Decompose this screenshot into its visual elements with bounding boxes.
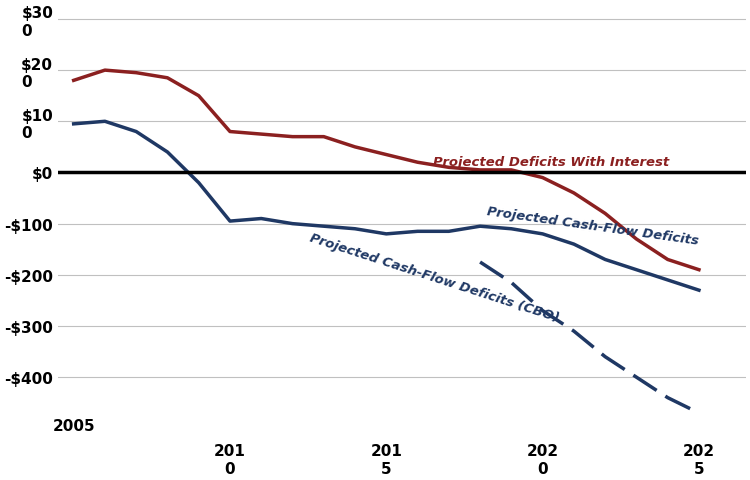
Text: Projected Cash-Flow Deficits: Projected Cash-Flow Deficits: [486, 205, 700, 248]
Text: Projected Cash-Flow Deficits (CBO): Projected Cash-Flow Deficits (CBO): [308, 231, 561, 324]
Text: Projected Deficits With Interest: Projected Deficits With Interest: [433, 156, 670, 168]
Text: 2005: 2005: [53, 419, 95, 433]
